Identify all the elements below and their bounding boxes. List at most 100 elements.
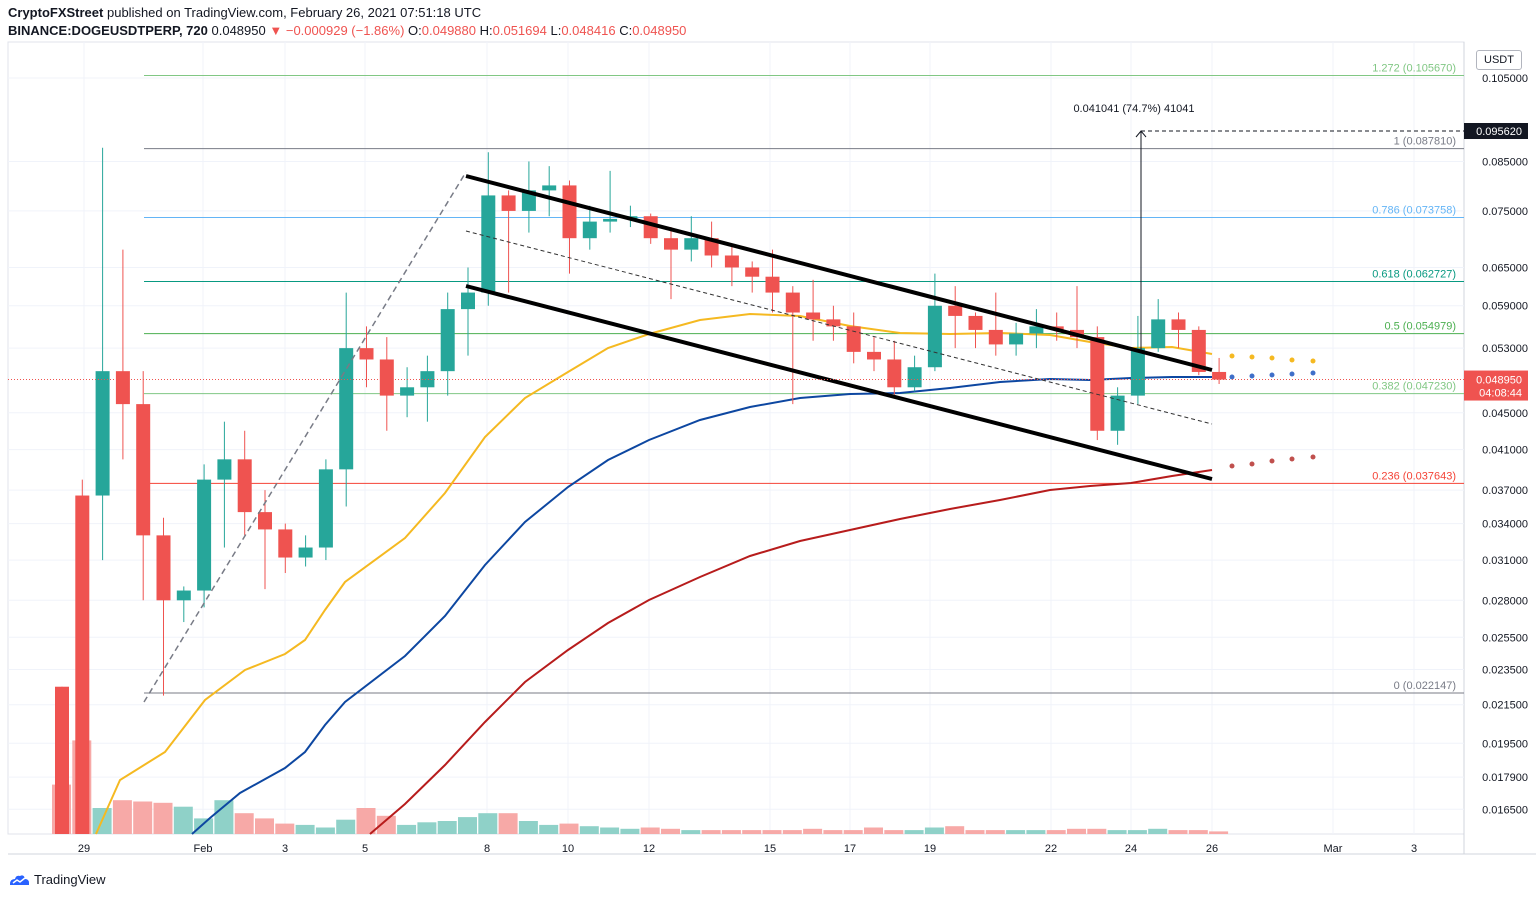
y-tick-label: 0.041000: [1482, 445, 1528, 457]
volume-bar: [1087, 828, 1107, 834]
candle-body: [501, 195, 516, 211]
volume-bar: [275, 823, 295, 834]
ma-fast-projection-dot: [1289, 357, 1295, 363]
volume-bar: [1127, 830, 1147, 834]
ma-slow-projection-dot: [1269, 458, 1275, 464]
candle-body: [400, 387, 415, 396]
candle-body: [1029, 326, 1044, 334]
volume-bar: [1209, 831, 1229, 834]
volume-bar: [884, 830, 904, 834]
high-value: 0.051694: [492, 23, 547, 38]
volume-bar: [112, 800, 132, 834]
plot-frame: [7, 41, 1465, 835]
volume-bar: [864, 827, 883, 834]
volume-bar: [1046, 830, 1066, 834]
candle-body: [420, 371, 435, 388]
candle-body: [826, 319, 841, 327]
x-tick-label: 17: [844, 843, 856, 855]
fib-level-label: 0.786 (0.073758): [1372, 205, 1456, 217]
volume-bar: [356, 808, 376, 834]
volume-bar: [1067, 828, 1086, 834]
y-tick-label: 0.053000: [1482, 343, 1528, 355]
candle-body: [237, 459, 252, 513]
volume-bar: [843, 830, 863, 834]
volume-bar: [518, 821, 538, 834]
y-tick-label: 0.019500: [1482, 738, 1528, 750]
candle-body: [948, 305, 963, 316]
candle-body: [562, 185, 577, 239]
ma-mid-projection-dot: [1289, 371, 1295, 377]
candle-body: [887, 359, 902, 388]
ma-fast-projection-dot: [1269, 355, 1275, 361]
candle-body: [785, 292, 800, 313]
volume-bar: [803, 828, 823, 834]
y-tick-label: 0.023500: [1482, 665, 1528, 677]
x-tick-label: Mar: [1324, 843, 1343, 855]
ma-fast-projection-dot: [1310, 358, 1316, 364]
volume-bar: [437, 821, 457, 834]
y-tick-label: 0.075000: [1482, 206, 1528, 218]
y-tick-label: 0.045000: [1482, 408, 1528, 420]
tradingview-brand: TradingView: [34, 872, 106, 887]
volume-bar: [417, 822, 437, 834]
volume-bar: [194, 818, 214, 834]
candle-body: [217, 459, 232, 480]
publisher-name[interactable]: CryptoFXStreet: [8, 5, 104, 20]
candle-body: [1130, 348, 1145, 396]
open-value: 0.049880: [421, 23, 476, 38]
ma-slow-projection-dot: [1229, 463, 1235, 469]
target-measure-label: 0.041041 (74.7%) 41041: [1073, 103, 1194, 115]
volume-bar: [924, 827, 944, 834]
volume-bar: [661, 828, 680, 834]
candle-body: [867, 351, 881, 360]
volume-bar: [295, 824, 315, 834]
x-tick-label: Feb: [194, 843, 213, 855]
close-label: C:: [619, 23, 633, 38]
candle-body: [745, 267, 760, 277]
volume-bar: [904, 830, 924, 834]
y-tick-label: 0.028000: [1482, 595, 1528, 607]
y-tick-label: 0.065000: [1482, 262, 1528, 274]
candle-body: [136, 404, 151, 536]
open-label: O:: [408, 23, 422, 38]
candle-body: [440, 309, 455, 372]
candle-body: [806, 312, 821, 320]
candle-body: [521, 190, 536, 211]
fib-level-label: 0 (0.022147): [1394, 680, 1456, 692]
volume-bar: [1006, 830, 1026, 834]
ma-slow-projection-dot: [1310, 454, 1316, 460]
candle-body: [298, 547, 313, 558]
tradingview-logo[interactable]: TradingView: [8, 872, 106, 887]
candle-body: [278, 529, 293, 558]
last-price-text: 0.048950: [1476, 375, 1522, 387]
candle-body: [1090, 337, 1105, 431]
volume-bar: [1148, 828, 1168, 834]
symbol-label: BINANCE:DOGEUSDTPERP, 720: [8, 23, 208, 38]
ohlc-legend: BINANCE:DOGEUSDTPERP, 720 0.048950 ▼ −0.…: [8, 23, 686, 38]
volume-bar: [234, 813, 254, 834]
fib-level-label: 0.236 (0.037643): [1372, 470, 1456, 482]
ma-slow-projection-dot: [1249, 461, 1255, 467]
candle-body: [724, 255, 739, 268]
y-tick-label: 0.016500: [1482, 804, 1528, 816]
volume-bar: [315, 827, 335, 834]
candle-body: [258, 512, 272, 530]
volume-bar: [762, 830, 782, 834]
volume-bar: [153, 802, 173, 834]
y-tick-label: 0.025500: [1482, 632, 1528, 644]
moving-average-slow: [369, 469, 1213, 835]
ma-mid-projection-dot: [1229, 374, 1235, 380]
candle-body: [907, 367, 922, 388]
x-tick-label: 10: [562, 843, 574, 855]
candle-body: [95, 371, 110, 496]
currency-badge[interactable]: USDT: [1476, 50, 1522, 70]
target-price-tag: [1464, 123, 1528, 139]
price-change: −0.000929 (−1.86%): [285, 23, 405, 38]
volume-bar: [133, 801, 153, 834]
candle-body: [379, 359, 394, 396]
volume-bar: [1026, 830, 1046, 834]
candle-body: [359, 348, 374, 360]
x-tick-label: 15: [764, 843, 776, 855]
